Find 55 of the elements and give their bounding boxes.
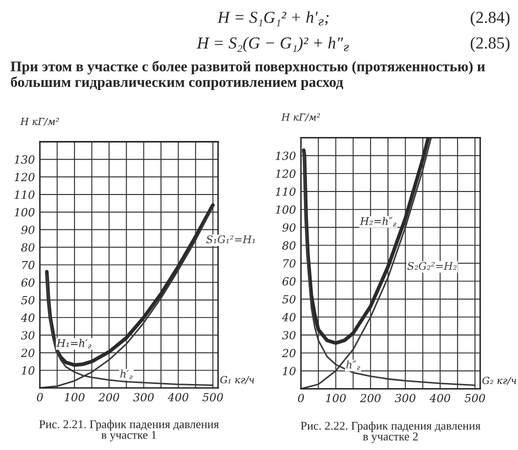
y-tick-label: 90 [282, 223, 296, 232]
y-tick-label: 100 [14, 208, 34, 216]
y-tick-label: 50 [282, 295, 296, 304]
y-tick-label: 60 [282, 277, 296, 286]
x-axis-title: G₂ кг/ч [482, 376, 516, 385]
x-tick-label: 200 [98, 392, 120, 402]
y-tick-label: 130 [276, 152, 296, 160]
y-tick-label: 130 [14, 155, 34, 164]
y-tick-label: 120 [14, 172, 34, 182]
x-tick-label: 0 [36, 392, 43, 402]
y-axis-title: H кГ/м² [20, 118, 59, 126]
x-tick-label: 300 [133, 392, 154, 402]
x-tick-label: 400 [168, 392, 188, 402]
text: H = S₂(G − G₁)² + h″$_{г}$ [196, 36, 349, 52]
y-tick-label: 110 [276, 187, 296, 196]
y-tick-label: 30 [21, 331, 34, 340]
text: При этом в участке с более развитой поверхностью (протяженностью) и большим гидравлическим сопротивлением расход [10, 60, 485, 90]
x-tick-label: 0 [298, 394, 304, 402]
y-tick-label: 60 [21, 278, 34, 287]
y-tick-label: 30 [282, 330, 296, 340]
y-tick-label: 90 [21, 226, 34, 234]
text: H = S₁G₁² + h′$_{г}$; [217, 11, 329, 26]
y-axis-title: H кГ/м² [281, 113, 320, 122]
y-tick-label: 20 [20, 348, 34, 358]
series-label: S₂G₂²=H₂ [407, 262, 457, 270]
x-tick-label: 100 [64, 392, 85, 402]
y-tick-label: 10 [22, 366, 34, 375]
y-tick-label: 110 [14, 190, 34, 199]
series-label: S₁G₁²=H₁ [206, 235, 255, 244]
y-tick-label: 100 [276, 205, 296, 214]
y-tick-label: 70 [283, 259, 296, 268]
y-tick-label: 40 [282, 313, 296, 322]
x-tick-label: 100 [326, 394, 346, 402]
y-tick-label: 20 [282, 348, 296, 358]
y-tick-label: 70 [22, 260, 34, 270]
y-tick-label: 80 [21, 243, 34, 252]
series-label: H₁=h′$_{г}$ [56, 338, 92, 349]
x-tick-label: 400 [430, 394, 450, 402]
x-axis-title: G₁ кг/ч [220, 376, 254, 384]
x-tick-label: 200 [360, 394, 381, 402]
series-label: h′$_{г}$ [120, 370, 133, 380]
y-tick-label: 120 [276, 170, 296, 178]
text: (2.84) [470, 11, 510, 26]
text: (2.85) [470, 36, 510, 52]
x-tick-label: 500 [202, 392, 223, 402]
series-label: h″$_{г}$ [346, 360, 360, 370]
x-tick-label: 300 [394, 394, 416, 402]
series-label: H₂=h″$_{г}$ [360, 216, 396, 227]
text: Рис. 2.21. График падения давления в участке 1 [39, 420, 219, 442]
y-tick-label: 40 [20, 314, 34, 322]
x-tick-label: 500 [464, 394, 485, 402]
text: Рис. 2.22. График падения давления в участке 2 [300, 421, 480, 443]
y-tick-label: 80 [282, 241, 296, 250]
y-tick-label: 50 [21, 296, 34, 304]
y-tick-label: 10 [282, 366, 296, 376]
